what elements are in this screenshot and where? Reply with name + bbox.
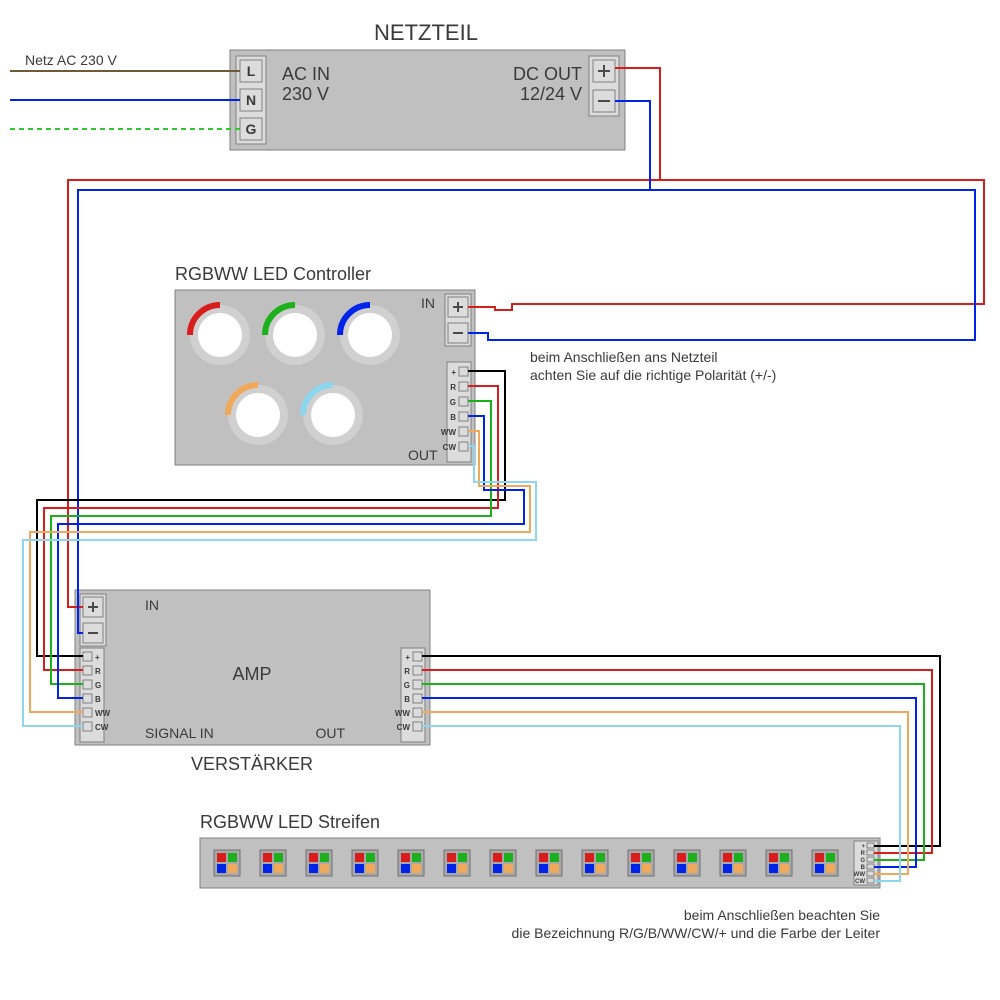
svg-text:WW: WW	[395, 709, 411, 718]
svg-text:230 V: 230 V	[282, 84, 329, 104]
wiring-diagram: NETZTEIL L N G AC IN 230 V DC OUT 12/24 …	[0, 0, 1000, 1000]
svg-text:AC IN: AC IN	[282, 64, 330, 84]
svg-text:DC OUT: DC OUT	[513, 64, 582, 84]
svg-text:CW: CW	[443, 443, 457, 452]
svg-text:+: +	[861, 844, 865, 850]
svg-text:WW: WW	[441, 428, 457, 437]
strip-title: RGBWW LED Streifen	[200, 812, 380, 832]
svg-text:B: B	[450, 413, 456, 422]
svg-text:beim Anschließen ans Netzteil: beim Anschließen ans Netzteil	[530, 349, 718, 365]
svg-text:G: G	[860, 858, 865, 864]
svg-text:G: G	[450, 398, 456, 407]
svg-text:R: R	[95, 667, 101, 676]
svg-text:R: R	[450, 383, 456, 392]
amp-block: AMP IN SIGNAL IN OUT VERSTÄRKER + R G B …	[75, 590, 430, 774]
svg-text:WW: WW	[95, 709, 111, 718]
svg-text:OUT: OUT	[408, 447, 438, 463]
svg-text:G: G	[95, 681, 101, 690]
svg-text:IN: IN	[145, 597, 159, 613]
svg-text:achten Sie auf die richtige Po: achten Sie auf die richtige Polarität (+…	[530, 367, 776, 383]
svg-text:IN: IN	[421, 295, 435, 311]
svg-text:B: B	[95, 695, 101, 704]
svg-text:R: R	[404, 667, 410, 676]
svg-text:B: B	[861, 865, 866, 871]
svg-text:die Bezeichnung R/G/B/WW/CW/+: die Bezeichnung R/G/B/WW/CW/+ und die Fa…	[512, 925, 881, 941]
svg-text:G: G	[246, 121, 257, 137]
svg-text:SIGNAL IN: SIGNAL IN	[145, 725, 214, 741]
svg-text:WW: WW	[854, 872, 866, 878]
strip-block: RGBWW LED Streifen + R G B WW CW beim An…	[200, 812, 880, 941]
svg-text:CW: CW	[397, 723, 411, 732]
psu-title: NETZTEIL	[374, 20, 478, 45]
svg-text:beim Anschließen beachten Sie: beim Anschließen beachten Sie	[684, 907, 880, 923]
svg-text:N: N	[246, 92, 256, 108]
svg-text:L: L	[247, 63, 256, 79]
svg-text:OUT: OUT	[315, 725, 345, 741]
svg-text:G: G	[404, 681, 410, 690]
svg-text:+: +	[95, 653, 100, 662]
ac-label: Netz AC 230 V	[25, 52, 117, 68]
controller-title: RGBWW LED Controller	[175, 264, 371, 284]
amp-subtitle: VERSTÄRKER	[191, 754, 313, 774]
psu-ac-terminals: L N G	[240, 60, 262, 140]
svg-text:+: +	[405, 653, 410, 662]
psu-block: NETZTEIL L N G AC IN 230 V DC OUT 12/24 …	[230, 20, 625, 150]
svg-text:12/24 V: 12/24 V	[520, 84, 582, 104]
controller-block: RGBWW LED Controller IN OUT + R G B WW C…	[175, 264, 776, 465]
svg-text:+: +	[451, 368, 456, 377]
amp-title: AMP	[232, 664, 271, 684]
svg-text:B: B	[404, 695, 410, 704]
svg-text:R: R	[861, 851, 866, 857]
svg-text:CW: CW	[855, 879, 865, 885]
svg-text:CW: CW	[95, 723, 109, 732]
